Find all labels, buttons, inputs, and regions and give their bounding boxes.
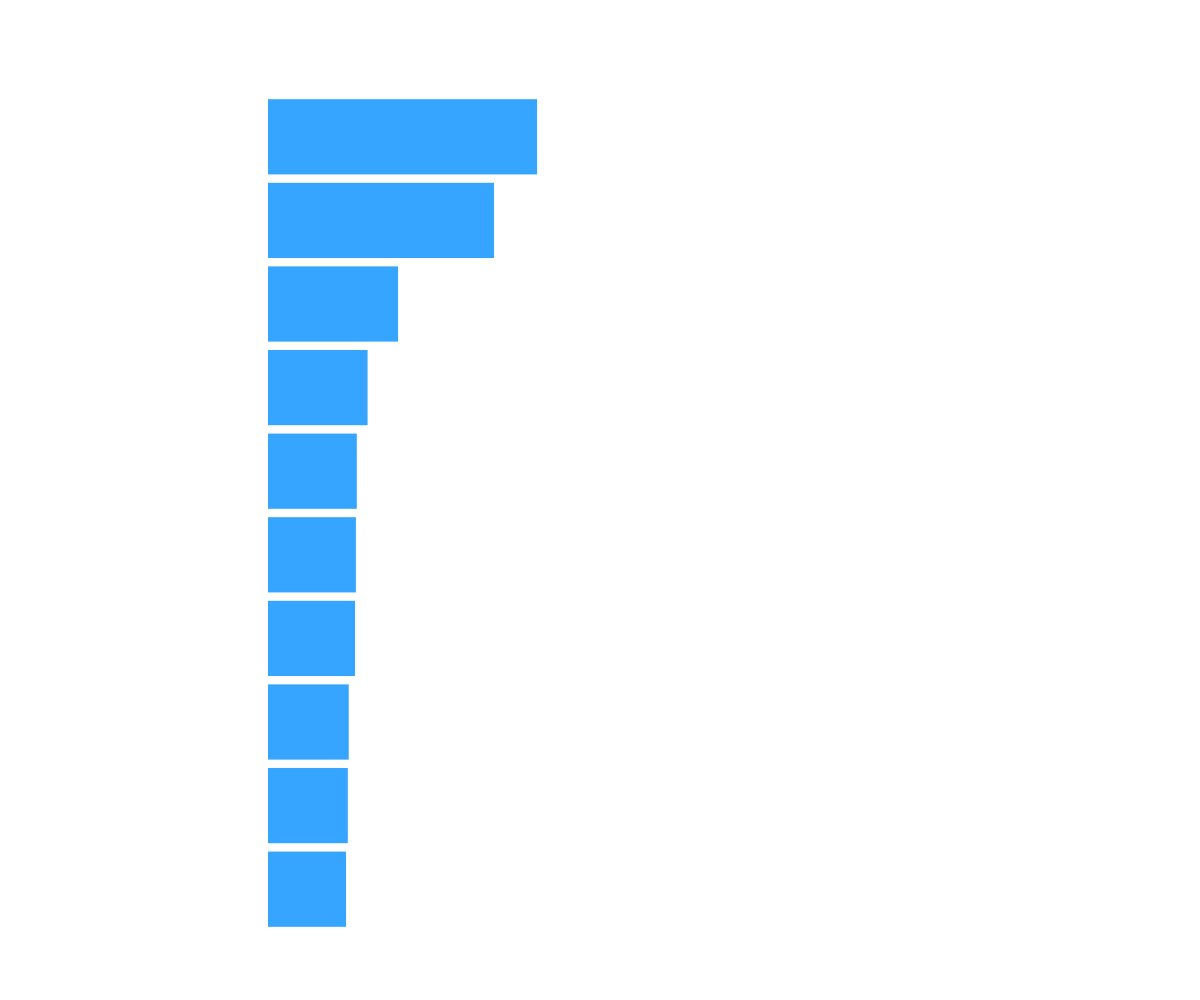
bar-5	[268, 433, 357, 509]
bar-10	[268, 851, 347, 927]
bar-6	[268, 517, 356, 593]
bar-3	[268, 266, 399, 342]
bar-2	[268, 182, 495, 259]
bar-1	[268, 99, 538, 175]
bars-group	[268, 99, 538, 927]
bar-7	[268, 600, 356, 677]
bar-8	[268, 684, 349, 760]
bar-4	[268, 349, 368, 426]
bar-9	[268, 767, 348, 844]
